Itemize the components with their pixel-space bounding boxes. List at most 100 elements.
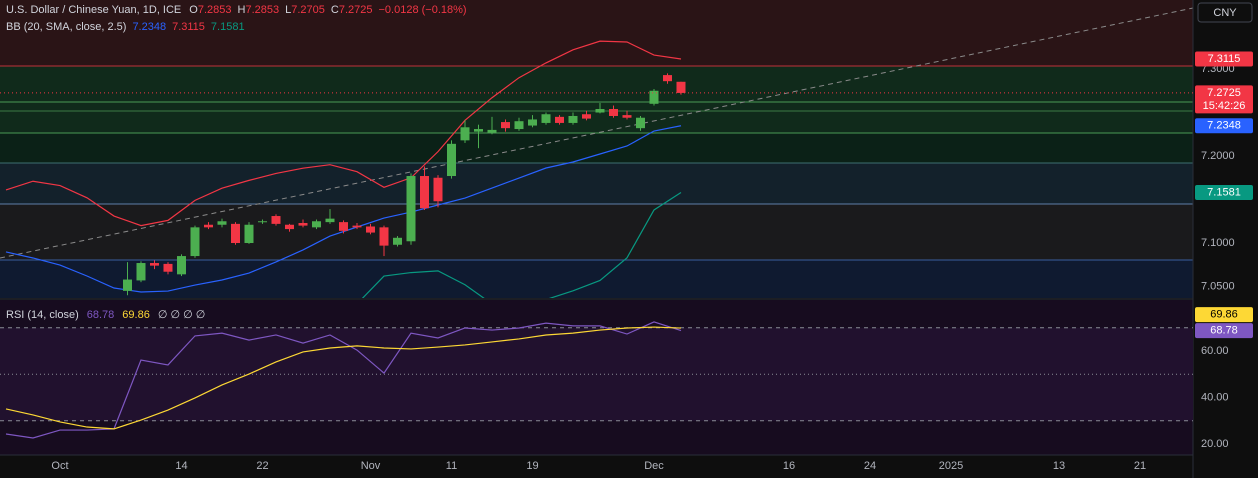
indicator-title: RSI (14, close) <box>6 309 79 321</box>
zone <box>0 260 1193 298</box>
candle-body <box>500 122 510 129</box>
candle-body <box>433 177 443 202</box>
price-badge-label: 7.3115 <box>1208 53 1241 65</box>
candle-body <box>392 237 402 245</box>
candle-body <box>257 221 267 223</box>
price-change: −0.0128 (−0.18%) <box>379 4 467 16</box>
zone <box>0 163 1193 204</box>
ohlc-value: 7.2853 <box>245 4 279 16</box>
x-tick-label: 22 <box>256 460 268 472</box>
candle-body <box>649 90 659 104</box>
candle-body <box>149 263 159 266</box>
x-tick-label: 11 <box>446 460 457 472</box>
candle-body <box>676 81 686 93</box>
candle-body <box>635 117 645 129</box>
price-badge-label: 7.2725 <box>1207 87 1241 99</box>
x-tick-label: 14 <box>175 460 187 472</box>
price-axis <box>1193 0 1258 478</box>
x-tick-label: Nov <box>361 460 381 472</box>
chart-title: U.S. Dollar / Chinese Yuan, 1D, ICE <box>6 4 181 16</box>
candle-body <box>122 279 132 291</box>
currency-label[interactable]: CNY <box>1213 7 1237 19</box>
indicator-value: 69.86 <box>122 309 150 321</box>
candle-body <box>460 127 470 141</box>
y-tick-label: 40.00 <box>1201 391 1229 403</box>
candle-body <box>595 109 605 113</box>
price-badge-label: 68.78 <box>1210 325 1238 337</box>
currency-button[interactable] <box>1197 2 1253 23</box>
price-zones <box>0 0 1194 298</box>
x-tick-label: 2025 <box>939 460 963 472</box>
zone <box>0 133 1193 163</box>
price-badge <box>1195 51 1253 67</box>
x-tick-label: 21 <box>1134 460 1146 472</box>
indicator-value: 68.78 <box>87 309 115 321</box>
candle-body <box>541 114 551 123</box>
candle-body <box>203 224 213 228</box>
candle-body <box>608 109 618 116</box>
series-line <box>5 40 682 227</box>
candle-body <box>352 225 362 228</box>
candle-body <box>419 176 429 209</box>
x-tick-label: Oct <box>51 460 68 472</box>
candle-body <box>217 221 227 225</box>
price-badge <box>1195 118 1253 134</box>
series-line <box>361 191 682 298</box>
candle-body <box>271 216 281 224</box>
candle-body <box>473 129 483 132</box>
y-tick-label: 7.1000 <box>1201 237 1235 249</box>
x-tick-label: 24 <box>864 460 876 472</box>
price-badge <box>1195 85 1253 114</box>
candle-body <box>136 263 146 281</box>
candle-body <box>568 115 578 123</box>
candle-body <box>163 263 173 272</box>
candle-body <box>446 143 456 177</box>
x-tick-label: 16 <box>783 460 795 472</box>
price-badge-label: 7.2348 <box>1207 120 1241 132</box>
ohlc-letter: C <box>331 4 339 16</box>
y-tick-label: 20.00 <box>1201 438 1229 450</box>
price-badge-label: 15:42:26 <box>1203 100 1246 112</box>
candle-body <box>527 119 537 126</box>
y-tick-label: 60.00 <box>1201 345 1229 357</box>
candle-body <box>554 116 564 123</box>
y-tick-label: 7.2000 <box>1201 150 1235 162</box>
ohlc-letter: O <box>189 4 198 16</box>
price-badge-label: 69.86 <box>1210 309 1238 321</box>
candle-body <box>379 227 389 246</box>
candle-body <box>487 129 497 133</box>
indicator-value: 7.2348 <box>132 21 166 33</box>
candle-body <box>230 223 240 244</box>
candle-body <box>338 222 348 231</box>
candle-body <box>176 256 186 275</box>
zone <box>0 0 1193 66</box>
candle-body <box>622 115 632 118</box>
rsi-plot <box>0 321 1193 439</box>
candle-body <box>311 221 321 228</box>
indicator-title: BB (20, SMA, close, 2.5) <box>6 21 126 33</box>
price-badge <box>1195 184 1253 200</box>
indicator-value: 7.1581 <box>211 21 245 33</box>
candle-body <box>190 227 200 257</box>
price-badge <box>1195 307 1253 323</box>
candle-body <box>514 121 524 130</box>
ohlc-letter: H <box>238 4 246 16</box>
price-badge <box>1195 323 1253 339</box>
candle-body <box>244 224 254 244</box>
candle-body <box>406 176 416 242</box>
y-tick-label: 7.0500 <box>1201 280 1235 292</box>
x-tick-label: Dec <box>644 460 664 472</box>
indicator-value: 7.3115 <box>172 21 205 33</box>
indicator-placeholders: ∅ ∅ ∅ ∅ <box>158 309 206 321</box>
series-line <box>5 326 682 430</box>
candle-body <box>662 75 672 82</box>
x-tick-label: 19 <box>526 460 538 472</box>
candle-body <box>365 226 375 233</box>
candle-body <box>581 114 591 119</box>
candle-body <box>284 224 294 230</box>
x-tick-label: 13 <box>1053 460 1065 472</box>
zone <box>0 66 1193 133</box>
